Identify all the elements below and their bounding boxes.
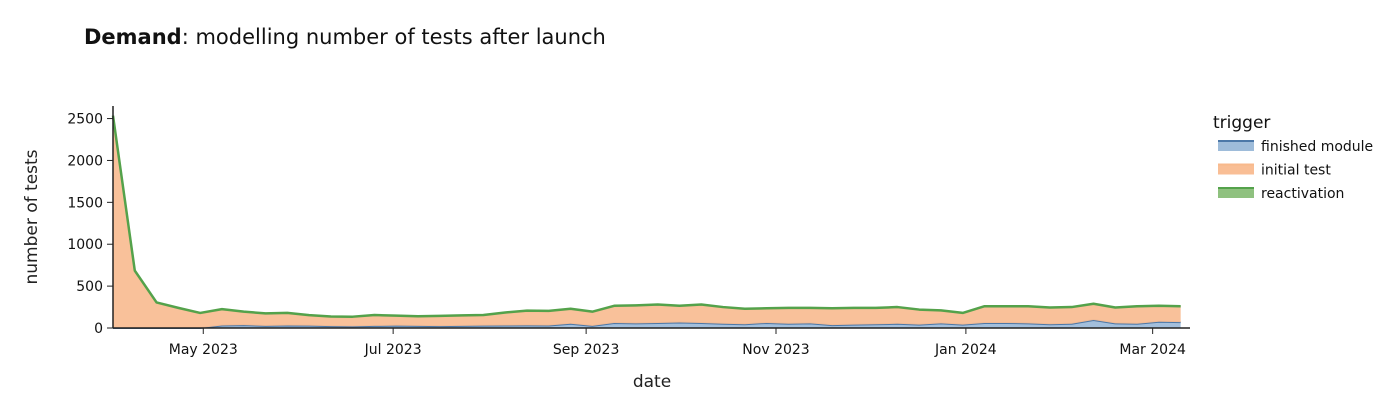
area-initial-test[interactable]	[113, 116, 1181, 328]
y-tick-label: 0	[94, 321, 103, 337]
plot-area[interactable]	[111, 115, 1181, 329]
x-tick-label: Sep 2023	[553, 342, 619, 358]
chart-title-bold: Demand	[84, 25, 182, 49]
legend-item-finished-module[interactable]: finished module	[1218, 139, 1373, 155]
y-tick-label: 2500	[67, 112, 103, 128]
legend-label: finished module	[1261, 139, 1373, 155]
y-axis: 0 500 1000 1500 2000 2500	[67, 106, 114, 337]
x-axis-label: date	[633, 372, 671, 392]
y-axis-label: number of tests	[22, 149, 42, 284]
y-tick-label: 500	[76, 279, 103, 295]
line-initial-test[interactable]	[112, 115, 1181, 319]
legend-item-reactivation[interactable]: reactivation	[1218, 186, 1344, 202]
chart-title: Demand: modelling number of tests after …	[84, 25, 606, 49]
legend-swatch	[1218, 188, 1254, 198]
y-tick-label: 1500	[67, 195, 103, 211]
x-tick-label: Nov 2023	[742, 342, 809, 358]
legend-item-initial-test[interactable]: initial test	[1218, 163, 1331, 179]
legend-title: trigger	[1213, 113, 1270, 133]
y-tick-label: 1000	[67, 237, 103, 253]
legend-swatch	[1218, 164, 1254, 175]
legend-label: reactivation	[1261, 186, 1344, 202]
x-tick-label: Mar 2024	[1119, 342, 1186, 358]
x-axis: May 2023 Jul 2023 Sep 2023 Nov 2023 Jan 2024…	[113, 327, 1190, 358]
area-reactivation[interactable]	[113, 115, 1181, 318]
y-tick-label: 2000	[67, 153, 103, 169]
line-reactivation[interactable]	[111, 115, 1181, 318]
chart-title-rest: : modelling number of tests after launch	[182, 25, 606, 49]
x-tick-label: May 2023	[169, 342, 238, 358]
x-tick-label: Jul 2023	[364, 342, 422, 358]
x-tick-label: Jan 2024	[934, 342, 997, 358]
legend: trigger finished module initial test react…	[1213, 113, 1373, 202]
legend-label: initial test	[1261, 163, 1331, 179]
legend-swatch	[1218, 141, 1254, 151]
